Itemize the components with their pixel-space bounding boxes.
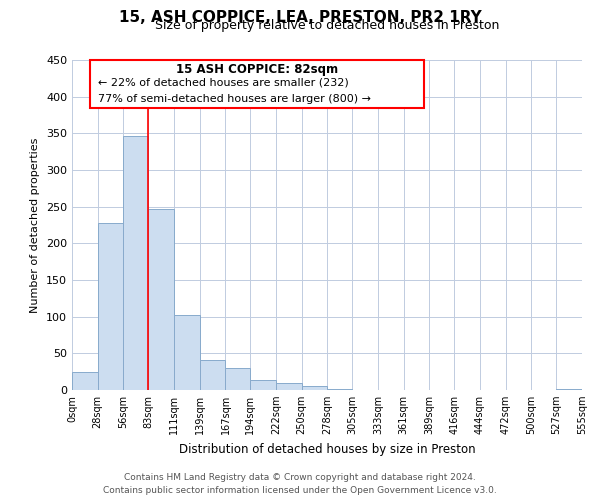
Text: 77% of semi-detached houses are larger (800) →: 77% of semi-detached houses are larger (…	[97, 94, 371, 104]
Text: 15, ASH COPPICE, LEA, PRESTON, PR2 1RY: 15, ASH COPPICE, LEA, PRESTON, PR2 1RY	[119, 10, 481, 25]
Text: Contains HM Land Registry data © Crown copyright and database right 2024.
Contai: Contains HM Land Registry data © Crown c…	[103, 473, 497, 495]
Bar	[148, 209, 174, 390]
Bar	[124, 136, 148, 390]
FancyBboxPatch shape	[90, 60, 424, 108]
Bar	[200, 360, 226, 390]
Y-axis label: Number of detached properties: Number of detached properties	[31, 138, 40, 312]
Text: 15 ASH COPPICE: 82sqm: 15 ASH COPPICE: 82sqm	[176, 64, 338, 76]
Bar	[302, 386, 328, 390]
Title: Size of property relative to detached houses in Preston: Size of property relative to detached ho…	[155, 20, 499, 32]
Bar	[98, 223, 124, 390]
Bar	[276, 382, 302, 390]
Text: ← 22% of detached houses are smaller (232): ← 22% of detached houses are smaller (23…	[97, 78, 348, 88]
Bar	[72, 372, 98, 390]
Bar	[174, 315, 200, 390]
X-axis label: Distribution of detached houses by size in Preston: Distribution of detached houses by size …	[179, 442, 475, 456]
Bar	[250, 380, 276, 390]
Bar	[226, 368, 250, 390]
